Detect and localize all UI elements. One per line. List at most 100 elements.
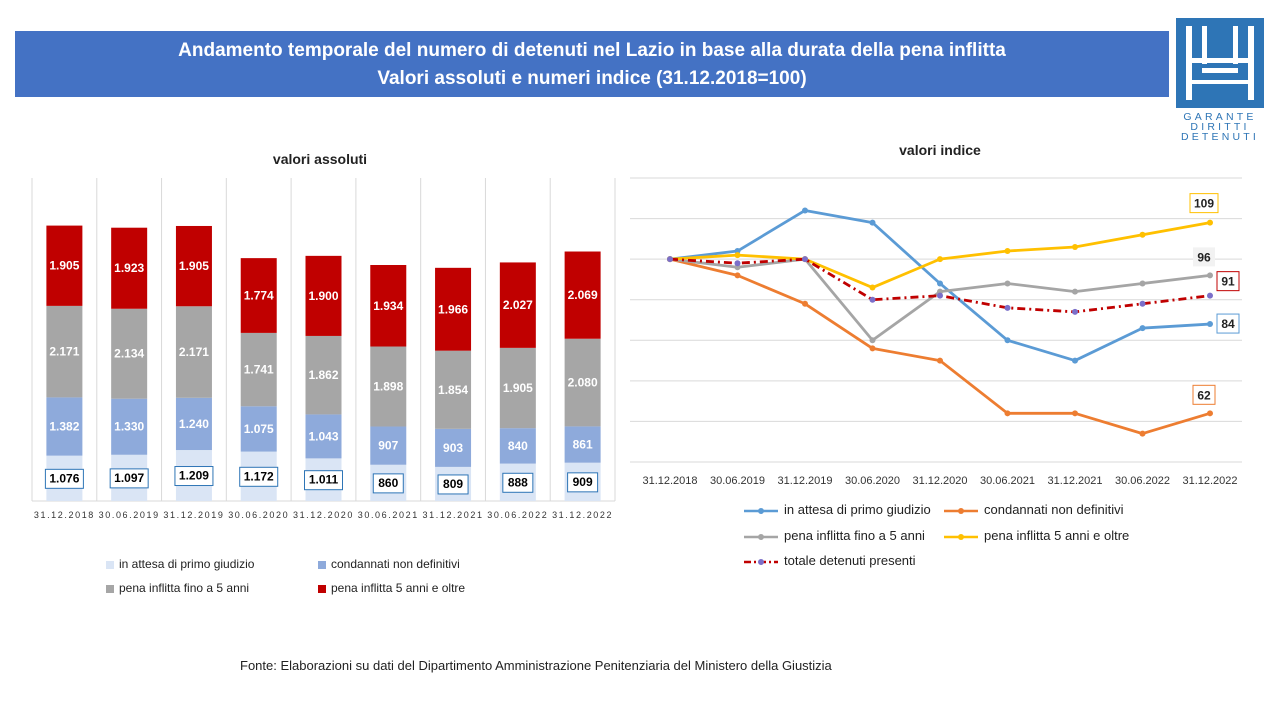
legend-line-swatch [744, 507, 778, 514]
header-title: Andamento temporale del numero di detenu… [178, 40, 1006, 61]
data-label-box [304, 470, 343, 491]
data-label: 1.966 [438, 302, 468, 316]
end-label: 91 [1221, 275, 1235, 289]
line-legend-item-fino5: pena inflitta fino a 5 anni [744, 528, 925, 543]
data-label: 1.934 [373, 299, 403, 313]
bar-legend-item-attesa: in attesa di primo giudizio [106, 557, 254, 571]
data-point [734, 252, 741, 259]
bar-segment [305, 414, 342, 459]
bar-segment [175, 306, 212, 398]
x-tick-label: 31.12.2019 [777, 475, 832, 487]
data-label: 909 [573, 475, 593, 489]
data-point [734, 272, 741, 279]
data-point [869, 345, 876, 352]
data-point [1139, 231, 1146, 238]
bar-segment [240, 332, 277, 407]
data-point [1072, 243, 1078, 250]
data-label: 1.898 [373, 380, 403, 394]
data-point [869, 337, 876, 344]
x-tick-label: 30.06.2021 [358, 510, 419, 520]
data-label-box [174, 466, 214, 487]
end-label: 62 [1197, 388, 1211, 402]
legend-label: condannati non definitivi [984, 502, 1124, 517]
x-tick-label: 30.06.2019 [710, 475, 765, 487]
data-label: 2.171 [49, 345, 79, 359]
source-note: Fonte: Elaborazioni su dati del Dipartim… [240, 658, 832, 673]
data-point [667, 256, 673, 263]
data-label: 1.774 [244, 289, 274, 303]
data-point [1207, 219, 1213, 226]
bar-segment [111, 398, 148, 455]
x-tick-label: 31.12.2021 [1047, 475, 1102, 487]
garante-logo-icon [1176, 18, 1264, 108]
bar-segment [499, 428, 536, 464]
end-label-box [1192, 384, 1216, 405]
data-label: 1.097 [114, 471, 144, 485]
data-point [1004, 337, 1011, 344]
data-label: 1.209 [179, 469, 209, 483]
bar-segment [564, 338, 601, 427]
end-label-box [1216, 271, 1240, 292]
data-point [1072, 410, 1078, 417]
data-point [1072, 288, 1078, 295]
data-label: 1.741 [244, 363, 274, 377]
data-point [1207, 410, 1213, 417]
data-point [802, 256, 808, 263]
logo-text-1: GARANTE [1183, 111, 1257, 123]
bar-segment [499, 347, 536, 429]
end-label: 109 [1194, 197, 1214, 211]
data-label: 809 [443, 477, 463, 491]
data-label: 1.172 [244, 469, 274, 483]
bar-segment [564, 426, 601, 463]
data-label: 1.862 [308, 368, 338, 382]
data-label: 1.382 [49, 420, 79, 434]
x-tick-label: 30.06.2020 [228, 510, 289, 520]
legend-line-swatch [744, 558, 778, 565]
data-label-box [437, 474, 469, 495]
data-label: 1.043 [308, 429, 338, 443]
data-point [869, 296, 876, 303]
legend-line-swatch [944, 507, 978, 514]
legend-line-swatch [944, 533, 978, 540]
logo-text-3: DETENUTI [1180, 131, 1260, 143]
bar-segment [370, 426, 407, 465]
legend-label: in attesa di primo giudizio [119, 557, 255, 571]
data-point [1207, 292, 1213, 299]
data-label-box [372, 473, 404, 494]
legend-label: pena inflitta 5 anni e oltre [984, 528, 1130, 543]
line-legend-item-attesa: in attesa di primo giudizio [744, 502, 931, 517]
data-point [1139, 300, 1146, 307]
x-tick-label: 31.12.2022 [1182, 475, 1237, 487]
data-label-box [502, 472, 534, 493]
bar-legend-item-oltre5: pena inflitta 5 anni e oltre [318, 581, 465, 595]
x-tick-label: 31.12.2020 [293, 510, 354, 520]
stacked-bar-chart: 1.076 1.382 2.171 1.905 31.12.2018 1.097 1.330… [31, 178, 616, 520]
data-point [869, 219, 876, 226]
bar-segment [370, 346, 407, 427]
data-point [734, 260, 741, 267]
legend-swatch [106, 560, 114, 569]
data-point [937, 292, 943, 299]
data-point [1004, 248, 1011, 255]
data-label: 1.905 [49, 259, 79, 273]
series-line [669, 221, 1211, 289]
data-point [1207, 272, 1213, 279]
x-tick-label: 30.06.2022 [1115, 475, 1170, 487]
data-point [1072, 357, 1078, 364]
bar-segment [435, 267, 472, 351]
bar-segment [370, 265, 407, 347]
bar-segment [240, 258, 277, 333]
legend-label: condannati non definitivi [331, 557, 460, 571]
data-label-box [567, 472, 599, 493]
line-legend-item-oltre5: pena inflitta 5 anni e oltre [944, 528, 1129, 543]
header-subtitle: Valori assoluti e numeri indice (31.12.2… [377, 68, 807, 89]
bar-segment [111, 308, 148, 399]
bar-legend-item-fino5: pena inflitta fino a 5 anni [106, 581, 249, 595]
legend-swatch [318, 584, 326, 593]
bar-segment [175, 225, 212, 307]
bar-segment [564, 251, 601, 339]
data-label: 1.240 [179, 417, 209, 431]
data-label: 2.027 [503, 298, 533, 312]
data-point [1004, 280, 1011, 287]
bar-segment [499, 262, 536, 348]
